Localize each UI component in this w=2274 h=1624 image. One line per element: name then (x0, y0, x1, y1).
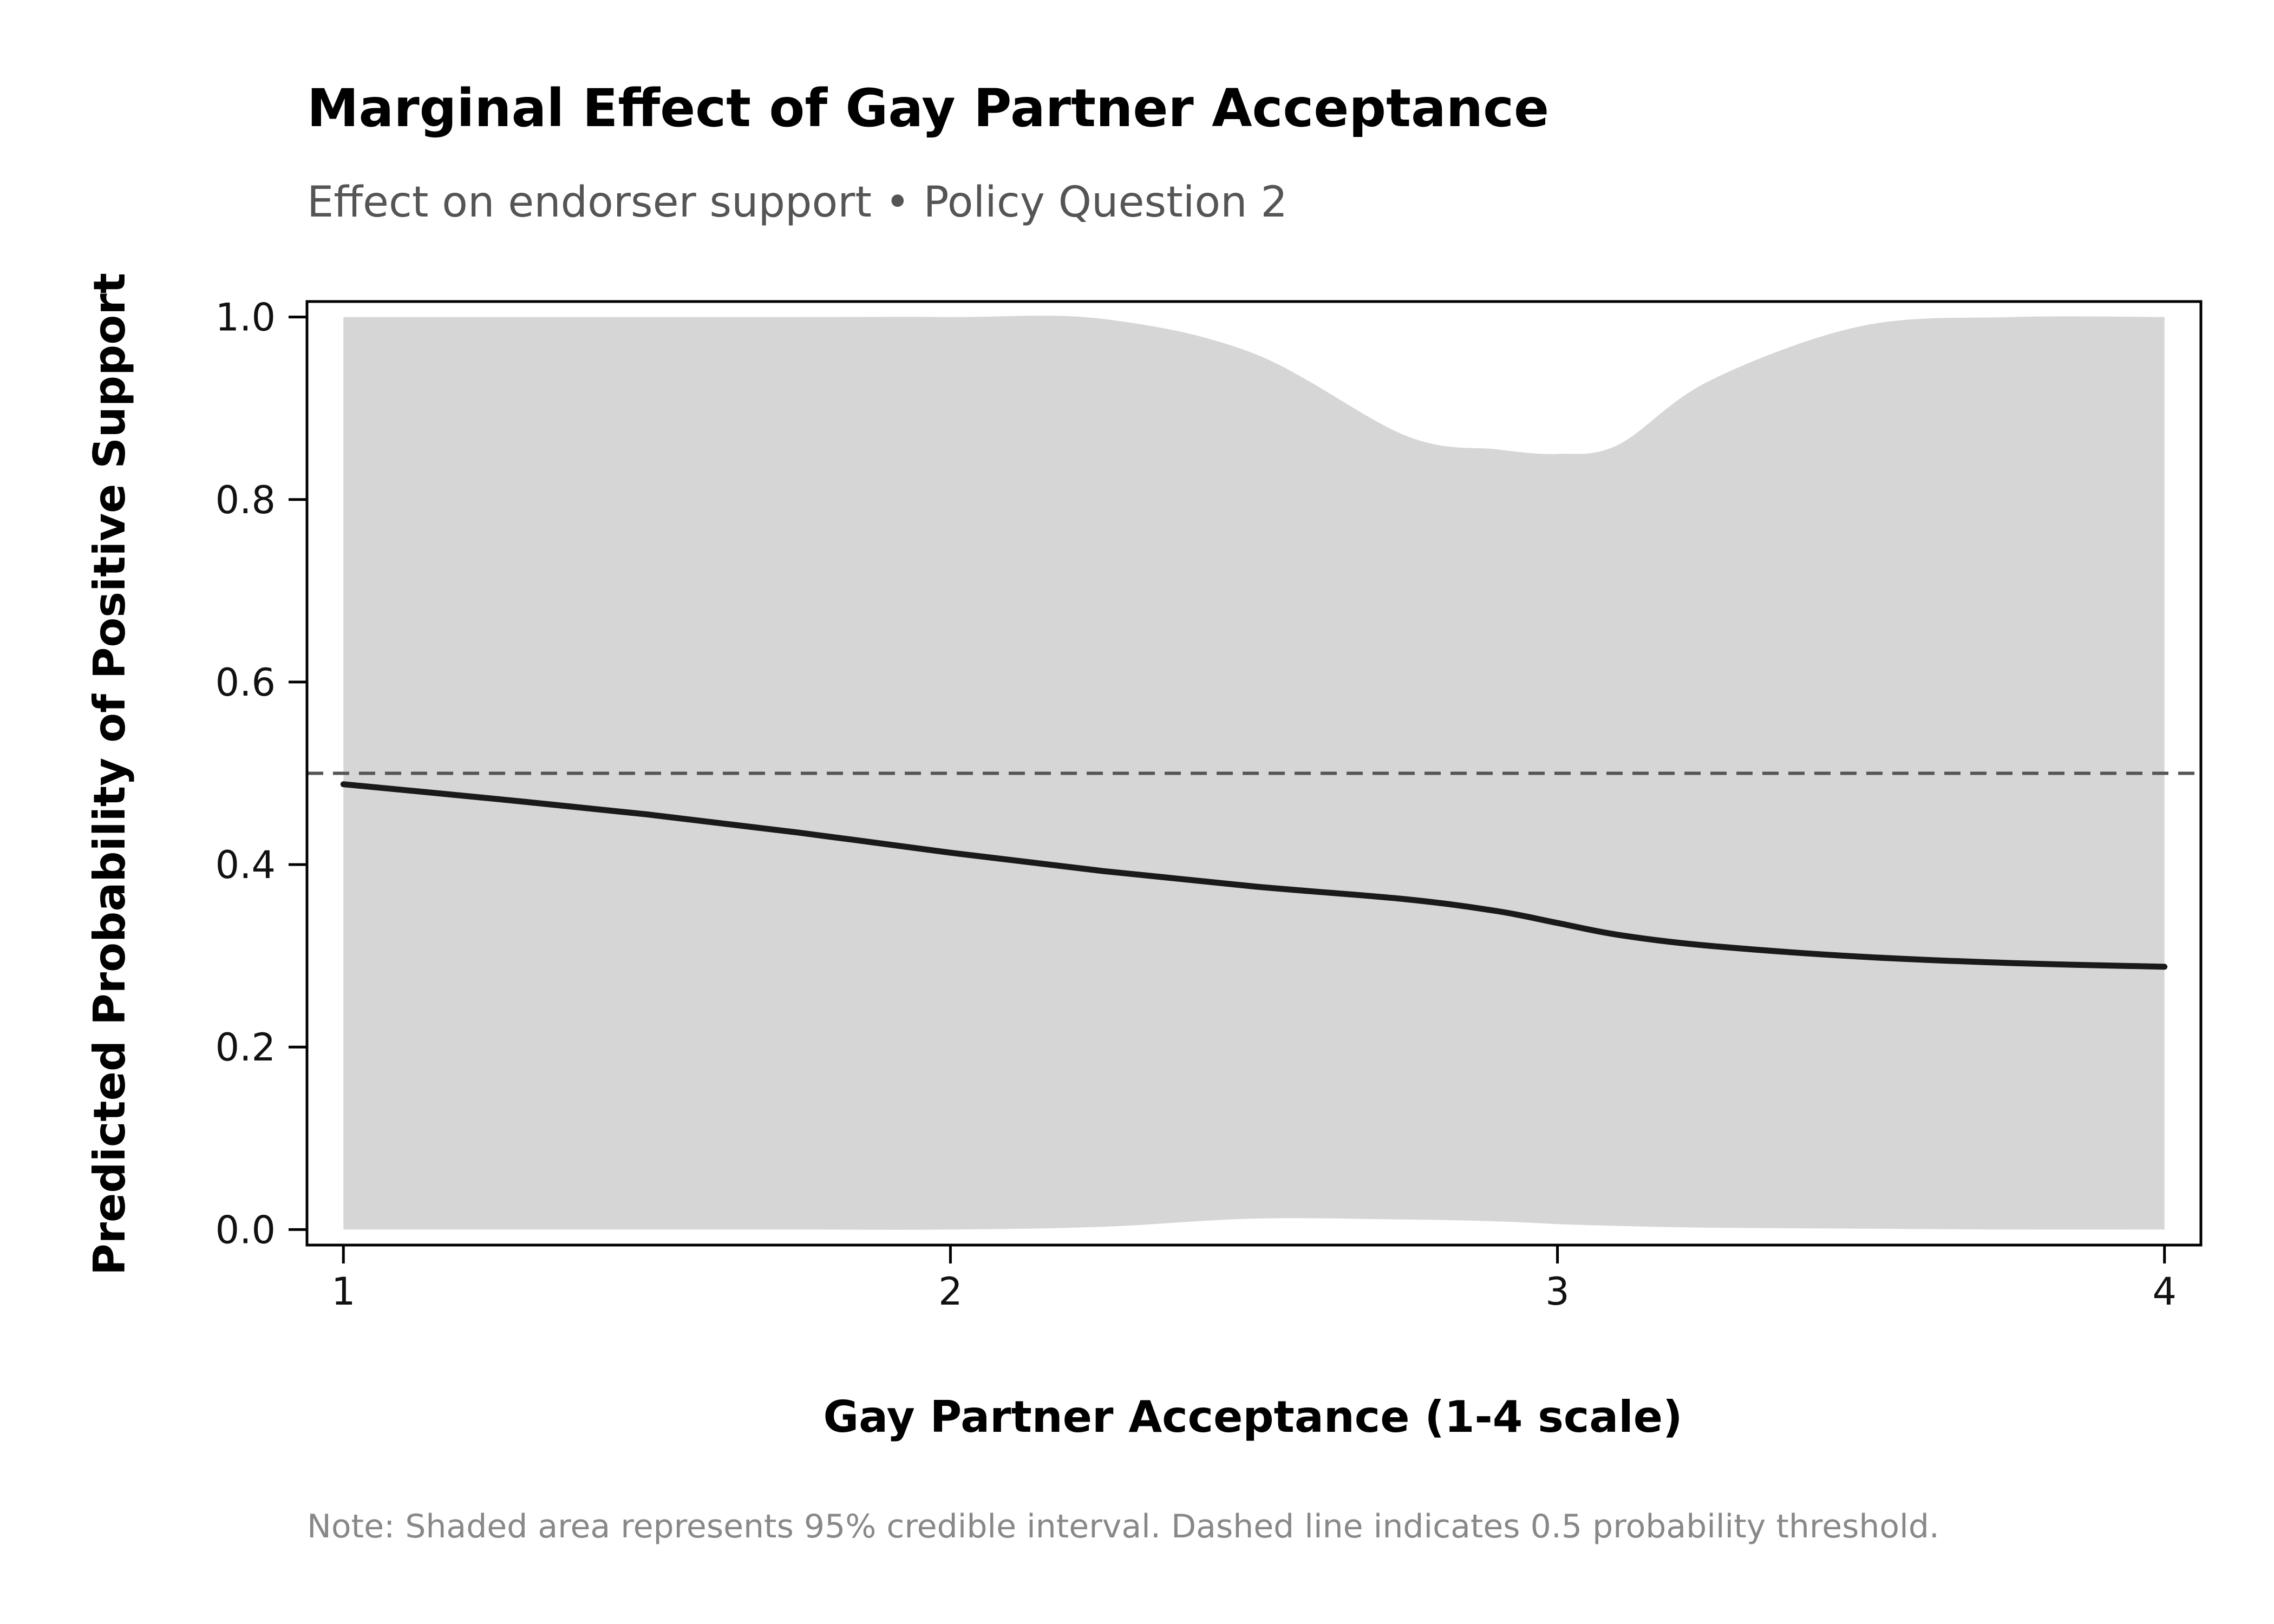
x-tick-label: 1 (331, 1269, 356, 1314)
mean-line (340, 781, 2168, 970)
y-tick-label: 0.0 (215, 1208, 276, 1252)
y-tick-label: 1.0 (215, 296, 276, 340)
x-tick-label: 3 (1545, 1269, 1570, 1314)
x-tick-label: 2 (938, 1269, 963, 1314)
chart-note: Note: Shaded area represents 95% credibl… (307, 1508, 1939, 1546)
plot-area: 1 2 3 4 0.0 0.2 0.4 0.6 0.8 1.0 (215, 296, 2203, 1314)
y-tick-label: 0.8 (215, 478, 276, 522)
plot-frame (305, 300, 2203, 1247)
y-tick-label: 0.4 (215, 843, 276, 887)
x-axis-label: Gay Partner Acceptance (1-4 scale) (823, 1392, 1682, 1442)
chart-subtitle: Effect on endorser support • Policy Ques… (307, 178, 1288, 227)
x-tick-label: 4 (2152, 1269, 2177, 1314)
y-axis-label: Predicted Probability of Positive Suppor… (84, 273, 135, 1275)
chart-title: Marginal Effect of Gay Partner Acceptanc… (307, 78, 1549, 139)
y-tick-label: 0.2 (215, 1025, 276, 1070)
y-tick-label: 0.6 (215, 660, 276, 705)
